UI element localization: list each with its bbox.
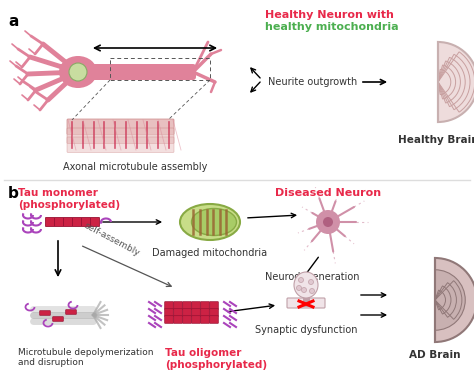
FancyBboxPatch shape [182, 302, 191, 309]
Ellipse shape [180, 204, 240, 240]
Ellipse shape [294, 272, 318, 298]
Wedge shape [435, 258, 474, 342]
Text: Tau oligomer: Tau oligomer [165, 348, 241, 358]
Circle shape [69, 63, 87, 81]
Circle shape [301, 288, 307, 292]
FancyBboxPatch shape [55, 217, 64, 227]
FancyBboxPatch shape [164, 309, 173, 316]
FancyBboxPatch shape [173, 316, 182, 323]
Text: Neurite outgrowth: Neurite outgrowth [268, 77, 357, 87]
FancyBboxPatch shape [67, 128, 174, 144]
Text: (phosphorylated): (phosphorylated) [18, 200, 120, 210]
FancyBboxPatch shape [191, 316, 201, 323]
FancyBboxPatch shape [201, 302, 210, 309]
Ellipse shape [59, 56, 97, 88]
FancyBboxPatch shape [191, 309, 201, 316]
Circle shape [297, 286, 301, 290]
FancyBboxPatch shape [210, 309, 219, 316]
Text: Tau monomer: Tau monomer [18, 188, 98, 198]
FancyBboxPatch shape [287, 298, 325, 308]
Text: healthy mitochondria: healthy mitochondria [265, 22, 399, 32]
FancyBboxPatch shape [66, 310, 76, 314]
FancyBboxPatch shape [164, 316, 173, 323]
FancyBboxPatch shape [67, 137, 174, 152]
Text: Healthy Brain: Healthy Brain [398, 135, 474, 145]
Text: Axonal microtubule assembly: Axonal microtubule assembly [63, 162, 207, 172]
Text: (phosphorylated): (phosphorylated) [165, 360, 267, 370]
FancyBboxPatch shape [67, 119, 174, 135]
Text: and disruption: and disruption [18, 358, 83, 367]
Circle shape [309, 279, 313, 285]
Text: a: a [8, 14, 18, 29]
Wedge shape [435, 270, 465, 330]
Text: Neurodegeneration: Neurodegeneration [265, 272, 359, 282]
FancyBboxPatch shape [201, 309, 210, 316]
FancyBboxPatch shape [46, 217, 55, 227]
Text: self-assembly: self-assembly [82, 221, 141, 258]
FancyBboxPatch shape [210, 316, 219, 323]
Ellipse shape [191, 209, 237, 236]
FancyBboxPatch shape [182, 309, 191, 316]
Bar [110, 58, 210, 80]
Text: Damaged mitochondria: Damaged mitochondria [153, 248, 267, 258]
Text: Synaptic dysfunction: Synaptic dysfunction [255, 325, 357, 335]
FancyBboxPatch shape [60, 64, 196, 80]
Circle shape [299, 278, 303, 282]
FancyBboxPatch shape [173, 302, 182, 309]
Text: Microtubule depolymerization: Microtubule depolymerization [18, 348, 154, 357]
Circle shape [323, 217, 333, 227]
FancyBboxPatch shape [164, 302, 173, 309]
Text: b: b [8, 186, 19, 201]
Text: AD Brain: AD Brain [409, 350, 461, 360]
FancyBboxPatch shape [64, 217, 73, 227]
Text: Diseased Neuron: Diseased Neuron [275, 188, 381, 198]
FancyBboxPatch shape [191, 302, 201, 309]
Circle shape [316, 210, 340, 234]
FancyBboxPatch shape [82, 217, 91, 227]
Circle shape [310, 289, 315, 293]
FancyBboxPatch shape [73, 217, 82, 227]
Text: Healthy Neuron with: Healthy Neuron with [265, 10, 394, 20]
FancyBboxPatch shape [210, 302, 219, 309]
Wedge shape [438, 42, 474, 122]
FancyBboxPatch shape [91, 217, 100, 227]
FancyBboxPatch shape [173, 309, 182, 316]
FancyBboxPatch shape [201, 316, 210, 323]
FancyBboxPatch shape [182, 316, 191, 323]
FancyBboxPatch shape [40, 311, 50, 315]
FancyBboxPatch shape [53, 317, 64, 321]
